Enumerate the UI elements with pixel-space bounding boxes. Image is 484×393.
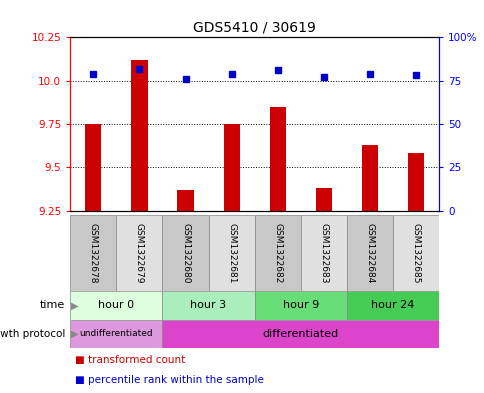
Text: GSM1322685: GSM1322685 bbox=[410, 223, 420, 283]
Text: ■ percentile rank within the sample: ■ percentile rank within the sample bbox=[75, 375, 263, 386]
Text: ▶: ▶ bbox=[71, 329, 78, 339]
Text: ■ transformed count: ■ transformed count bbox=[75, 355, 185, 365]
Bar bbox=[223, 124, 239, 211]
Bar bbox=[162, 320, 438, 348]
Bar bbox=[254, 291, 346, 320]
Text: GSM1322681: GSM1322681 bbox=[227, 223, 236, 283]
Bar bbox=[392, 215, 438, 291]
Text: ▶: ▶ bbox=[71, 300, 78, 310]
Text: time: time bbox=[40, 300, 65, 310]
Bar bbox=[70, 215, 116, 291]
Bar bbox=[361, 145, 377, 211]
Text: GSM1322683: GSM1322683 bbox=[318, 223, 328, 283]
Text: growth protocol: growth protocol bbox=[0, 329, 65, 339]
Text: hour 24: hour 24 bbox=[370, 300, 414, 310]
Text: hour 9: hour 9 bbox=[282, 300, 318, 310]
Bar bbox=[162, 215, 208, 291]
Text: differentiated: differentiated bbox=[262, 329, 338, 339]
Bar bbox=[346, 215, 392, 291]
Text: GSM1322682: GSM1322682 bbox=[272, 223, 282, 283]
Text: GSM1322684: GSM1322684 bbox=[364, 223, 374, 283]
Bar bbox=[70, 320, 162, 348]
Text: GSM1322680: GSM1322680 bbox=[181, 223, 190, 283]
Bar bbox=[177, 190, 193, 211]
Title: GDS5410 / 30619: GDS5410 / 30619 bbox=[193, 21, 316, 35]
Bar bbox=[162, 291, 254, 320]
Text: GSM1322678: GSM1322678 bbox=[89, 223, 98, 283]
Text: hour 0: hour 0 bbox=[98, 300, 134, 310]
Bar bbox=[300, 215, 346, 291]
Bar bbox=[346, 291, 438, 320]
Bar bbox=[208, 215, 254, 291]
Bar bbox=[254, 215, 300, 291]
Text: hour 3: hour 3 bbox=[190, 300, 226, 310]
Text: undifferentiated: undifferentiated bbox=[79, 329, 153, 338]
Bar bbox=[85, 124, 101, 211]
Bar bbox=[315, 188, 331, 211]
Bar bbox=[407, 153, 423, 211]
Bar bbox=[131, 60, 147, 211]
Text: GSM1322679: GSM1322679 bbox=[135, 223, 144, 283]
Bar bbox=[70, 291, 162, 320]
Bar bbox=[269, 107, 285, 211]
Bar bbox=[116, 215, 162, 291]
